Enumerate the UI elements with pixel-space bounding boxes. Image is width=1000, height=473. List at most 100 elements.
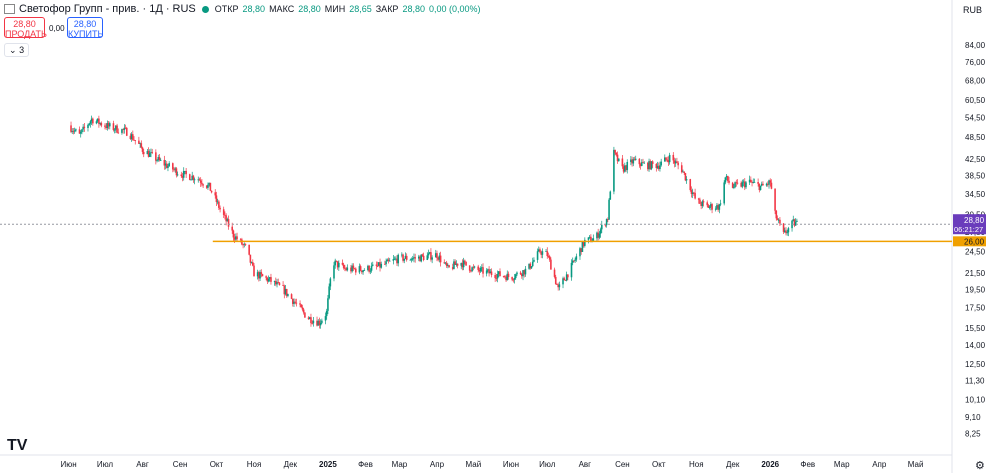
candle-body <box>147 151 150 157</box>
candle-body <box>192 175 195 181</box>
close-value: 28,80 <box>402 4 425 14</box>
candle-body <box>655 163 658 169</box>
candle-body <box>770 182 773 189</box>
candle-body <box>231 226 233 231</box>
candle-body <box>123 127 126 130</box>
candle-body <box>680 165 683 173</box>
buy-button[interactable]: 28,80 КУПИТЬ <box>67 17 103 39</box>
candle-body <box>471 267 473 272</box>
candle-body <box>758 183 761 191</box>
candle-body <box>448 265 450 268</box>
candle-body <box>197 179 200 181</box>
candle-body <box>302 309 305 313</box>
candle-body <box>693 192 695 194</box>
candle-body <box>617 158 620 162</box>
candle-body <box>465 261 467 266</box>
level-price-label: 26,00 <box>964 237 985 246</box>
candle-body <box>774 188 776 211</box>
candle-body <box>599 229 602 234</box>
price-tick-label: 38,50 <box>965 172 986 181</box>
candle-body <box>133 139 135 141</box>
price-tick-label: 21,50 <box>965 269 986 278</box>
time-tick-label: Фев <box>800 460 815 469</box>
gear-icon[interactable]: ⚙ <box>975 460 985 472</box>
tradingview-logo-icon[interactable]: TV <box>7 437 28 454</box>
candle-body <box>725 175 728 178</box>
candle-body <box>485 270 488 274</box>
high-label: МАКС <box>269 4 295 14</box>
candle-body <box>361 270 363 273</box>
candle-body <box>723 182 725 204</box>
candle-body <box>251 262 254 266</box>
candle-body <box>291 298 294 304</box>
candle-body <box>285 288 288 296</box>
time-tick-label: Июл <box>539 460 556 469</box>
candle-body <box>202 184 204 186</box>
price-tick-label: 14,00 <box>965 341 986 350</box>
candle-body <box>141 147 144 152</box>
candle-body <box>329 278 332 287</box>
candle-body <box>710 204 712 207</box>
candle-body <box>235 236 237 240</box>
sell-label: ПРОДАТЬ <box>5 29 47 39</box>
candle-body <box>363 270 366 271</box>
candle-body <box>792 219 795 221</box>
candle-body <box>138 140 140 144</box>
candle-body <box>401 254 403 256</box>
candle-body <box>718 204 721 210</box>
time-tick-label: Май <box>908 460 924 469</box>
candle-body <box>89 121 92 124</box>
time-tick-label: Мар <box>834 460 850 469</box>
candle-body <box>567 274 569 278</box>
candle-body <box>409 259 412 261</box>
open-label: ОТКР <box>214 4 239 14</box>
sell-button[interactable]: 28,80 ПРОДАТЬ <box>4 17 47 39</box>
candle-body <box>418 256 420 259</box>
candle-body <box>233 237 236 240</box>
candle-body <box>345 268 347 271</box>
candle-body <box>735 182 738 184</box>
candle-body <box>699 199 701 204</box>
candle-body <box>624 165 626 172</box>
candle-body <box>642 162 644 164</box>
candle-body <box>649 161 652 170</box>
symbol-title[interactable]: Светофор Групп - прив. · 1Д · RUS <box>19 3 196 15</box>
candle-body <box>71 131 74 132</box>
candle-body <box>753 182 756 183</box>
candle-body <box>553 269 556 277</box>
candle-body <box>506 273 509 281</box>
indicators-toggle[interactable]: ⌄ 3 <box>4 43 30 57</box>
chevron-down-icon: ⌄ <box>9 45 17 55</box>
candle-body <box>490 271 493 276</box>
candle-body <box>584 239 586 246</box>
candle-body <box>124 127 127 129</box>
candle-body <box>301 307 304 310</box>
currency-label[interactable]: RUB <box>963 5 983 15</box>
candle-body <box>647 162 649 170</box>
candle-body <box>299 303 301 305</box>
candle-body <box>667 160 670 163</box>
candle-body <box>539 249 541 253</box>
candle-body <box>608 199 610 220</box>
candle-body <box>283 285 286 295</box>
candle-body <box>426 255 429 261</box>
price-tick-label: 42,50 <box>965 155 986 164</box>
candle-body <box>597 232 599 238</box>
candle-body <box>159 159 162 161</box>
candle-body <box>249 254 252 263</box>
price-tick-label: 15,50 <box>965 324 986 333</box>
candle-body <box>218 201 220 208</box>
candle-body <box>743 181 746 188</box>
candle-body <box>783 230 786 232</box>
candle-body <box>579 248 581 257</box>
candle-body <box>70 125 72 132</box>
change-value: 0,00 (0,00%) <box>428 4 481 14</box>
candle-body <box>156 160 158 162</box>
candle-body <box>615 152 618 155</box>
candle-body <box>105 126 107 129</box>
candle-body <box>278 282 281 286</box>
candle-body <box>665 157 667 160</box>
candle-body <box>489 271 492 274</box>
candle-body <box>477 266 479 270</box>
